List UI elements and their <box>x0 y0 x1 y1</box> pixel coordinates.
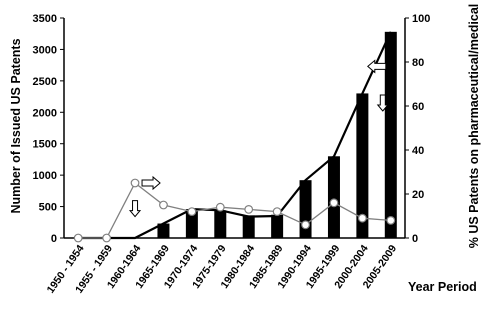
bar <box>271 214 284 238</box>
left-tick-label: 2000 <box>33 107 57 119</box>
bar <box>214 210 227 238</box>
percent-marker <box>329 198 339 208</box>
bar <box>157 223 170 238</box>
line-series <box>78 31 392 240</box>
right-tick-label: 60 <box>412 101 424 113</box>
percent-marker <box>187 207 197 217</box>
bar <box>356 93 369 238</box>
arrow-left-icon <box>367 59 387 74</box>
percent-marker <box>357 213 367 223</box>
left-tick-label: 3000 <box>33 44 57 56</box>
y2-axis-title: % US Patents on pharmaceutical/medical <box>467 4 481 249</box>
left-tick-label: 1000 <box>33 170 57 182</box>
percent-marker <box>215 202 225 212</box>
arrow-down-icon <box>128 200 142 218</box>
arrow-down-icon <box>376 94 389 112</box>
count-line <box>78 31 392 240</box>
bar <box>242 215 255 238</box>
percent-marker <box>130 178 140 188</box>
percent-marker <box>386 215 396 225</box>
left-tick-label: 1500 <box>33 139 57 151</box>
y-axis-title: Number of Issued US Patents <box>9 38 23 213</box>
percent-marker <box>244 204 254 214</box>
plot-frame <box>63 18 406 239</box>
percent-marker <box>272 207 282 217</box>
left-tick-label: 2500 <box>33 76 57 88</box>
right-tick-label: 0 <box>412 233 418 245</box>
percent-line <box>78 182 391 239</box>
left-tick-label: 500 <box>39 202 57 214</box>
bar <box>185 209 198 238</box>
marker-series <box>73 178 396 243</box>
x-axis-title: Year Period <box>408 280 477 294</box>
right-tick-label: 100 <box>412 13 430 25</box>
left-tick-label: 3500 <box>33 13 57 25</box>
bar-series <box>157 31 397 239</box>
right-tick-label: 40 <box>412 145 424 157</box>
bar <box>299 180 312 238</box>
percent-marker <box>159 200 168 210</box>
bar <box>384 31 397 239</box>
left-axis-ticks: 0 500 1000 1500 2000 2500 3000 3500 <box>33 13 64 245</box>
right-tick-label: 80 <box>412 57 424 69</box>
bar <box>327 156 340 238</box>
arrow-right-icon <box>141 175 161 191</box>
right-axis-ticks: 0 20 40 60 80 100 <box>405 13 430 245</box>
percent-marker <box>102 233 112 243</box>
left-tick-label: 0 <box>51 233 57 245</box>
annotation-arrows <box>128 59 389 218</box>
right-tick-label: 20 <box>412 189 424 201</box>
percent-marker <box>73 233 83 243</box>
percent-marker <box>301 220 310 230</box>
